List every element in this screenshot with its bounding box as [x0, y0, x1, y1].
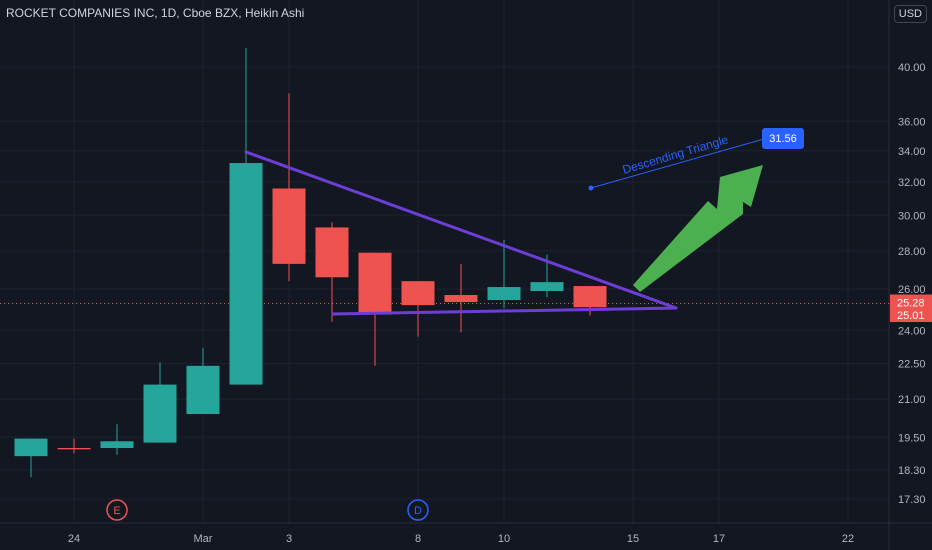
price-tick-label: 36.00 [898, 116, 926, 128]
time-tick-label: 24 [68, 533, 80, 545]
event-marker-d[interactable]: D [407, 499, 429, 521]
price-badge-text: 25.28 [897, 298, 925, 310]
annotation-anchor[interactable] [588, 185, 594, 191]
candle[interactable] [57, 438, 91, 454]
candle-body [100, 441, 134, 448]
candle-body [573, 286, 607, 308]
event-circle [407, 499, 429, 521]
candle-body [444, 295, 478, 303]
candle[interactable] [272, 93, 306, 282]
price-tick-label: 24.00 [898, 325, 926, 337]
target-price-text: 31.56 [769, 133, 797, 145]
candle[interactable] [143, 362, 177, 443]
candle[interactable] [444, 263, 478, 333]
time-axis[interactable]: 24 Mar 3 8 10 15 17 22 [68, 533, 854, 545]
currency-button[interactable]: USD [893, 5, 927, 23]
event-letter: E [113, 505, 120, 517]
price-badge-text: 25.01 [897, 310, 925, 322]
candle-body [358, 252, 392, 315]
time-tick-label: Mar [194, 533, 213, 545]
candle-body [315, 227, 349, 278]
candle-body [57, 447, 91, 450]
price-tick-label: 32.00 [898, 177, 926, 189]
candles[interactable] [14, 48, 607, 478]
price-tick-label: 30.00 [898, 210, 926, 222]
candle[interactable] [315, 222, 349, 322]
candle[interactable] [401, 281, 435, 337]
descending-triangle-drawing[interactable] [244, 150, 678, 316]
candle-body [401, 281, 435, 306]
triangle-upper-trendline[interactable] [244, 150, 678, 310]
price-tick-label: 21.00 [898, 394, 926, 406]
event-letter: D [414, 505, 422, 517]
annotation-line[interactable] [590, 138, 765, 189]
candle-body [186, 365, 220, 415]
price-axis[interactable]: 17.30 18.30 19.50 21.00 22.50 24.00 26.00 28.00… [898, 62, 926, 506]
candle[interactable] [487, 239, 521, 309]
candle-body [487, 287, 521, 301]
candle-body [272, 188, 306, 264]
candle[interactable] [229, 48, 263, 385]
price-tick-label: 18.30 [898, 465, 926, 477]
price-badge [890, 307, 932, 323]
candle[interactable] [100, 424, 134, 455]
price-tick-label: 26.00 [898, 284, 926, 296]
time-tick-label: 10 [498, 533, 510, 545]
price-tick-label: 22.50 [898, 359, 926, 371]
price-tick-label: 19.50 [898, 432, 926, 444]
triangle-lower-trendline[interactable] [331, 306, 678, 316]
time-tick-label: 17 [713, 533, 725, 545]
breakout-arrow-icon[interactable] [633, 165, 763, 292]
candle-body [530, 282, 564, 292]
candle-body [14, 438, 48, 457]
candle[interactable] [186, 347, 220, 415]
time-tick-label: 15 [627, 533, 639, 545]
candle[interactable] [14, 438, 48, 478]
price-tick-label: 28.00 [898, 246, 926, 258]
candle-body [229, 163, 263, 385]
price-tick-label: 34.00 [898, 146, 926, 158]
price-tick-label: 17.30 [898, 494, 926, 506]
price-badge [890, 294, 932, 310]
time-tick-label: 8 [415, 533, 421, 545]
time-tick-label: 22 [842, 533, 854, 545]
event-circle [106, 499, 128, 521]
chart-title: ROCKET COMPANIES INC, 1D, Cboe BZX, Heik… [6, 6, 305, 20]
candle-body [143, 384, 177, 443]
event-marker-e[interactable]: E [106, 499, 128, 521]
time-tick-label: 3 [286, 533, 292, 545]
target-price-badge[interactable] [762, 128, 804, 149]
price-tick-label: 40.00 [898, 62, 926, 74]
candle[interactable] [358, 252, 392, 366]
